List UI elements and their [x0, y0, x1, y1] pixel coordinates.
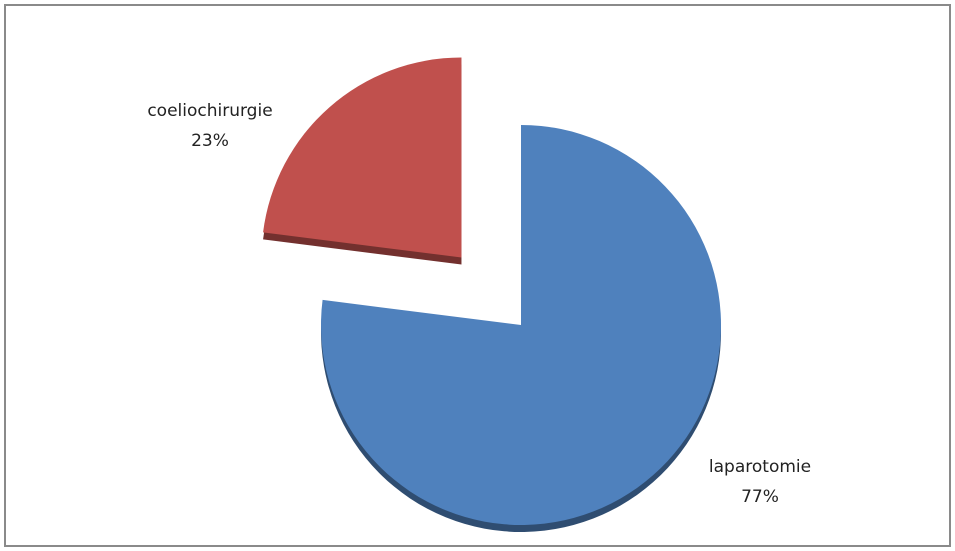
slice-label: laparotomie — [709, 457, 811, 477]
slice-label: coeliochirurgie — [147, 101, 272, 121]
pie — [263, 57, 721, 525]
slice-value-label: 77% — [741, 487, 779, 507]
pie-labels: laparotomie 77% coeliochirurgie 23% — [147, 101, 811, 507]
pie-slice — [321, 125, 721, 525]
pie-slice — [263, 57, 462, 258]
slice-value-label: 23% — [191, 131, 229, 151]
